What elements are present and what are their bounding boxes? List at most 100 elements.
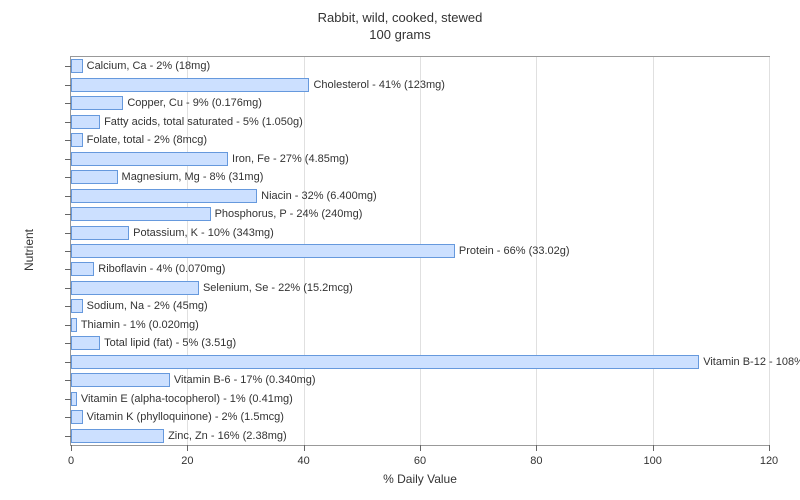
x-tick bbox=[653, 445, 654, 451]
x-tick-label: 20 bbox=[181, 455, 193, 467]
y-tick bbox=[65, 343, 71, 344]
y-tick bbox=[65, 306, 71, 307]
y-tick bbox=[65, 399, 71, 400]
y-tick bbox=[65, 85, 71, 86]
y-tick bbox=[65, 214, 71, 215]
x-tick-label: 100 bbox=[643, 455, 661, 467]
bar-label: Selenium, Se - 22% (15.2mcg) bbox=[203, 282, 353, 294]
bar-row: Zinc, Zn - 16% (2.38mg) bbox=[71, 429, 164, 443]
bar bbox=[71, 244, 455, 258]
bar-row: Phosphorus, P - 24% (240mg) bbox=[71, 207, 211, 221]
title-line1: Rabbit, wild, cooked, stewed bbox=[318, 10, 483, 25]
x-tick bbox=[536, 445, 537, 451]
bar bbox=[71, 96, 123, 110]
bar bbox=[71, 115, 100, 129]
x-tick bbox=[420, 445, 421, 451]
bar-row: Potassium, K - 10% (343mg) bbox=[71, 226, 129, 240]
bar-label: Potassium, K - 10% (343mg) bbox=[133, 227, 274, 239]
x-tick-label: 0 bbox=[68, 455, 74, 467]
bar-row: Selenium, Se - 22% (15.2mcg) bbox=[71, 281, 199, 295]
chart-title: Rabbit, wild, cooked, stewed 100 grams bbox=[0, 0, 800, 44]
bar bbox=[71, 429, 164, 443]
bar-row: Niacin - 32% (6.400mg) bbox=[71, 189, 257, 203]
bar-label: Riboflavin - 4% (0.070mg) bbox=[98, 263, 225, 275]
bar-label: Calcium, Ca - 2% (18mg) bbox=[87, 60, 210, 72]
y-tick bbox=[65, 196, 71, 197]
bar-label: Phosphorus, P - 24% (240mg) bbox=[215, 208, 363, 220]
bar-row: Vitamin B-6 - 17% (0.340mg) bbox=[71, 373, 170, 387]
x-tick-label: 80 bbox=[530, 455, 542, 467]
x-tick bbox=[71, 445, 72, 451]
bar bbox=[71, 318, 77, 332]
y-tick bbox=[65, 417, 71, 418]
x-tick bbox=[187, 445, 188, 451]
bar bbox=[71, 281, 199, 295]
y-tick bbox=[65, 103, 71, 104]
y-tick bbox=[65, 288, 71, 289]
bar bbox=[71, 410, 83, 424]
bar-label: Folate, total - 2% (8mcg) bbox=[87, 134, 207, 146]
y-tick bbox=[65, 380, 71, 381]
bar-row: Fatty acids, total saturated - 5% (1.050… bbox=[71, 115, 100, 129]
bar bbox=[71, 392, 77, 406]
bar-row: Magnesium, Mg - 8% (31mg) bbox=[71, 170, 118, 184]
bar bbox=[71, 59, 83, 73]
bar-label: Vitamin K (phylloquinone) - 2% (1.5mcg) bbox=[87, 411, 284, 423]
y-tick bbox=[65, 122, 71, 123]
bar-label: Zinc, Zn - 16% (2.38mg) bbox=[168, 430, 287, 442]
bar-row: Folate, total - 2% (8mcg) bbox=[71, 133, 83, 147]
bar bbox=[71, 133, 83, 147]
bar bbox=[71, 207, 211, 221]
bar-row: Protein - 66% (33.02g) bbox=[71, 244, 455, 258]
x-tick bbox=[304, 445, 305, 451]
bar bbox=[71, 189, 257, 203]
bar-label: Protein - 66% (33.02g) bbox=[459, 245, 570, 257]
bar bbox=[71, 262, 94, 276]
bar bbox=[71, 373, 170, 387]
y-tick bbox=[65, 177, 71, 178]
bar bbox=[71, 299, 83, 313]
bar bbox=[71, 170, 118, 184]
y-tick bbox=[65, 251, 71, 252]
bar bbox=[71, 152, 228, 166]
plot-area: 020406080100120Calcium, Ca - 2% (18mg)Ch… bbox=[70, 56, 770, 446]
y-tick bbox=[65, 159, 71, 160]
bar-row: Cholesterol - 41% (123mg) bbox=[71, 78, 309, 92]
x-tick-label: 120 bbox=[760, 455, 778, 467]
nutrient-chart: Rabbit, wild, cooked, stewed 100 grams N… bbox=[0, 0, 800, 500]
y-tick bbox=[65, 436, 71, 437]
bar bbox=[71, 226, 129, 240]
gridline bbox=[653, 57, 654, 445]
bar-label: Vitamin B-6 - 17% (0.340mg) bbox=[174, 374, 316, 386]
x-tick-label: 40 bbox=[298, 455, 310, 467]
bar-label: Copper, Cu - 9% (0.176mg) bbox=[127, 97, 262, 109]
y-tick bbox=[65, 66, 71, 67]
y-tick bbox=[65, 233, 71, 234]
bar-row: Vitamin K (phylloquinone) - 2% (1.5mcg) bbox=[71, 410, 83, 424]
bar-row: Riboflavin - 4% (0.070mg) bbox=[71, 262, 94, 276]
bar-label: Magnesium, Mg - 8% (31mg) bbox=[122, 171, 264, 183]
x-tick bbox=[769, 445, 770, 451]
bar-row: Calcium, Ca - 2% (18mg) bbox=[71, 59, 83, 73]
y-tick bbox=[65, 140, 71, 141]
bar-row: Vitamin E (alpha-tocopherol) - 1% (0.41m… bbox=[71, 392, 77, 406]
x-tick-label: 60 bbox=[414, 455, 426, 467]
bar-label: Niacin - 32% (6.400mg) bbox=[261, 190, 377, 202]
bar-row: Copper, Cu - 9% (0.176mg) bbox=[71, 96, 123, 110]
bar-label: Fatty acids, total saturated - 5% (1.050… bbox=[104, 116, 303, 128]
title-line2: 100 grams bbox=[369, 27, 430, 42]
x-axis-label: % Daily Value bbox=[383, 472, 457, 486]
bar-row: Sodium, Na - 2% (45mg) bbox=[71, 299, 83, 313]
bar-label: Iron, Fe - 27% (4.85mg) bbox=[232, 153, 349, 165]
bar-label: Thiamin - 1% (0.020mg) bbox=[81, 319, 199, 331]
bar-row: Thiamin - 1% (0.020mg) bbox=[71, 318, 77, 332]
y-axis-label: Nutrient bbox=[22, 229, 36, 271]
bar-label: Vitamin E (alpha-tocopherol) - 1% (0.41m… bbox=[81, 393, 293, 405]
y-tick bbox=[65, 269, 71, 270]
bar-row: Total lipid (fat) - 5% (3.51g) bbox=[71, 336, 100, 350]
bar bbox=[71, 78, 309, 92]
bar-row: Iron, Fe - 27% (4.85mg) bbox=[71, 152, 228, 166]
bar bbox=[71, 336, 100, 350]
bar bbox=[71, 355, 699, 369]
y-tick bbox=[65, 325, 71, 326]
